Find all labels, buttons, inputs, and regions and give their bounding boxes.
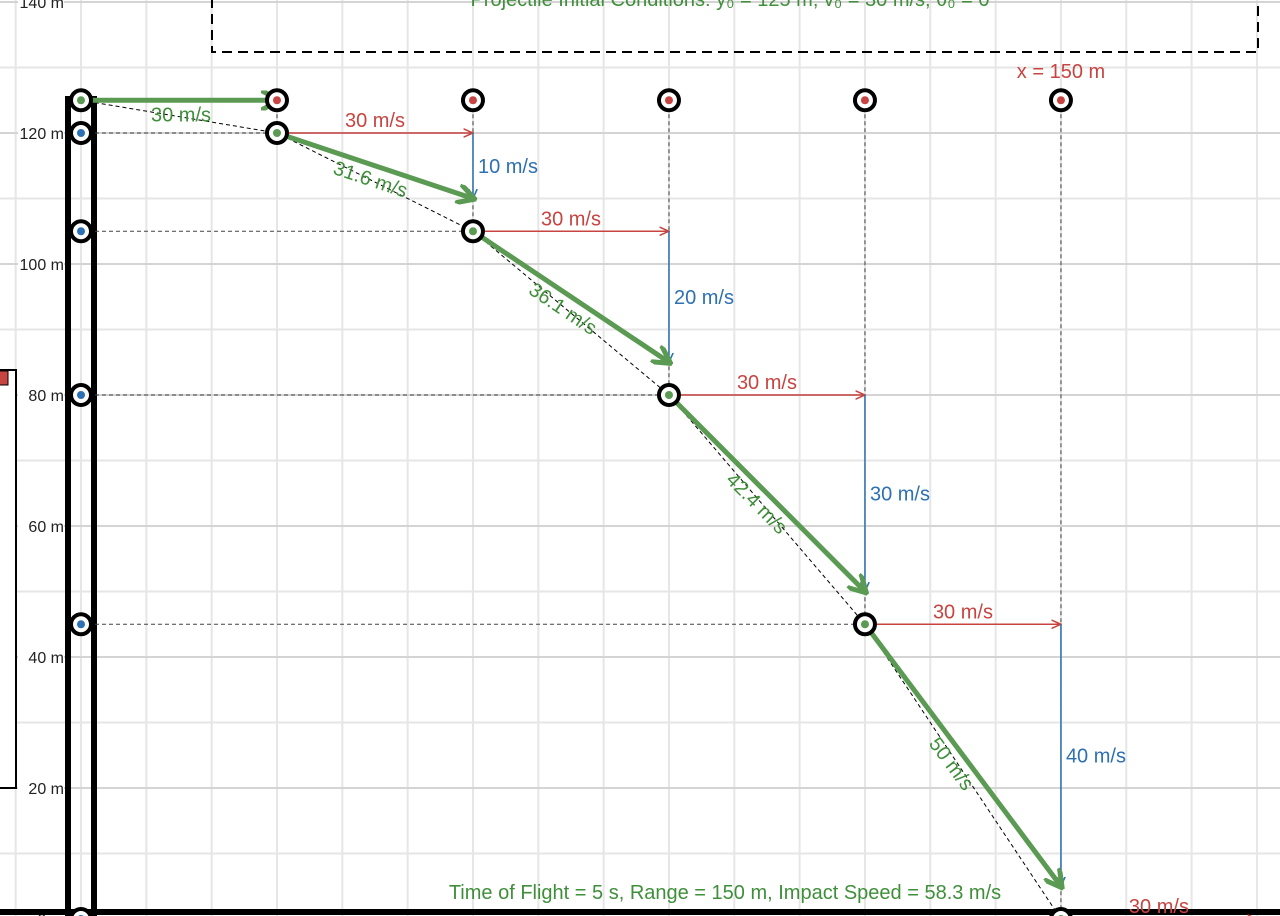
tick-label-bg bbox=[18, 385, 64, 404]
trajectory-point bbox=[664, 391, 673, 399]
vy-label: 10 m/s bbox=[478, 156, 538, 178]
footer: Time of Flight = 5 s, Range = 150 m, Imp… bbox=[449, 882, 1001, 904]
trajectory-point-ring bbox=[1049, 907, 1073, 916]
y-tick-label: 80 m bbox=[28, 388, 64, 405]
trajectory-point bbox=[272, 129, 281, 137]
y-tick-label: 60 m bbox=[28, 519, 64, 536]
trajectory-point bbox=[860, 620, 869, 629]
range-dot bbox=[1056, 96, 1065, 105]
start-point bbox=[77, 96, 85, 105]
vx-label: 30 m/s bbox=[541, 208, 601, 230]
header-box bbox=[211, 0, 1259, 53]
vx-label: 30 m/s bbox=[345, 110, 405, 132]
tick-label-bg bbox=[18, 123, 64, 142]
tick-label-bg bbox=[18, 516, 64, 535]
height-dot-ring bbox=[69, 907, 93, 916]
speed-label: 30 m/s bbox=[151, 104, 211, 126]
vx-label: 30 m/s bbox=[737, 372, 797, 394]
vx-label: 30 m/s bbox=[1129, 896, 1189, 916]
height-dot bbox=[77, 620, 85, 629]
panel-icon bbox=[0, 370, 9, 386]
y-tick-label: 120 m bbox=[20, 126, 64, 143]
trajectory-point bbox=[468, 227, 477, 236]
tick-label-bg bbox=[18, 778, 64, 797]
range-dot bbox=[272, 96, 281, 105]
y-tick-label: 20 m bbox=[28, 781, 64, 798]
vy-label: 40 m/s bbox=[1066, 745, 1126, 767]
side-panel bbox=[0, 369, 17, 789]
vy-label: 20 m/s bbox=[674, 287, 734, 309]
velocity-arrow bbox=[862, 621, 1061, 886]
range-dot bbox=[468, 96, 477, 105]
tick-label-bg bbox=[18, 647, 64, 666]
tick-label-bg bbox=[18, 254, 64, 273]
vy-label: 30 m/s bbox=[870, 483, 930, 505]
range-dot bbox=[860, 96, 869, 105]
range-dot bbox=[664, 96, 673, 105]
range-label: x = 150 m bbox=[1017, 61, 1105, 83]
y-tick-label: 40 m bbox=[28, 650, 64, 667]
height-dot bbox=[77, 227, 85, 236]
header: Projectile Initial Conditions: y₀ = 125 … bbox=[470, 0, 989, 11]
height-dot bbox=[77, 129, 85, 137]
velocity-arrow bbox=[470, 228, 669, 362]
tick-label-bg bbox=[18, 0, 64, 11]
height-dot bbox=[77, 391, 85, 399]
velocity-arrow bbox=[666, 392, 865, 592]
vx-label: 30 m/s bbox=[933, 601, 993, 623]
velocity-arrow bbox=[274, 130, 473, 199]
y-tick-label: 140 m bbox=[20, 0, 64, 12]
y-tick-label: 100 m bbox=[20, 257, 64, 274]
drawing-layer: 30 m/s 10 m/s 30 m/s 20 m/s 30 m/s 30 m/s 30 m… bbox=[69, 88, 1257, 916]
